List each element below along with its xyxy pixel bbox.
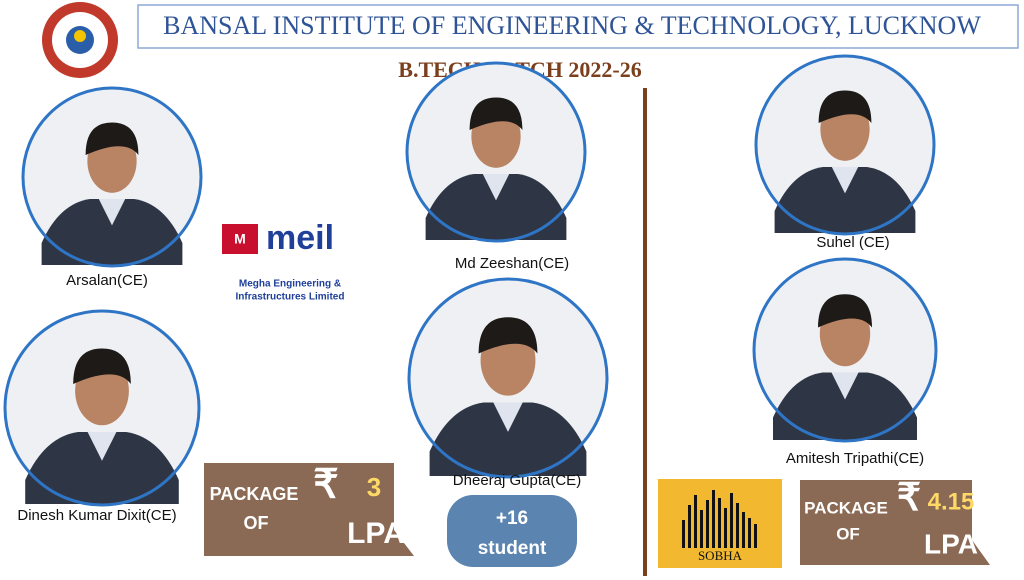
svg-text:M: M xyxy=(234,231,246,247)
student-name: Amitesh Tripathi(CE) xyxy=(786,450,924,467)
meil-logo: M meil Megha Engineering & Infrastructur… xyxy=(222,219,344,303)
photo xyxy=(754,54,936,236)
package-label: OF xyxy=(244,513,269,533)
student-name: Suhel (CE) xyxy=(816,234,889,251)
student-name: Md Zeeshan(CE) xyxy=(455,255,569,272)
package-label: OF xyxy=(836,524,860,543)
badge-label: student xyxy=(478,538,547,559)
currency: ₹ xyxy=(313,463,338,507)
student-name: Arsalan(CE) xyxy=(66,272,148,289)
student-name: Dheeraj Gupta(CE) xyxy=(453,472,581,489)
package-amount: 3 xyxy=(367,472,381,502)
package-box xyxy=(204,463,414,556)
package-unit: LPA xyxy=(347,517,405,550)
photo xyxy=(21,86,203,268)
photo xyxy=(3,309,201,507)
header-box xyxy=(137,4,1019,49)
package-amount: 4.15 xyxy=(928,488,975,515)
company-logo-text: meil xyxy=(266,219,334,257)
company-name: Megha Engineering & xyxy=(239,279,341,290)
company-name: Infrastructures Limited xyxy=(236,292,345,303)
package-box xyxy=(800,480,990,565)
package-label: PACKAGE xyxy=(210,484,299,504)
college-logo xyxy=(42,2,118,78)
student-name: Dinesh Kumar Dixit(CE) xyxy=(17,507,176,524)
company-logo-text: SOBHA xyxy=(698,548,743,563)
sobha-logo: SOBHA xyxy=(658,479,782,568)
package-unit: LPA xyxy=(924,528,978,559)
photo xyxy=(405,61,587,243)
currency: ₹ xyxy=(897,477,921,519)
badge-count: +16 xyxy=(496,508,528,529)
count-badge xyxy=(447,495,577,567)
photo xyxy=(752,257,938,443)
photo xyxy=(407,277,609,479)
package-label: PACKAGE xyxy=(804,498,888,517)
institute-title: BANSAL INSTITUTE OF ENGINEERING & TECHNO… xyxy=(163,11,981,40)
